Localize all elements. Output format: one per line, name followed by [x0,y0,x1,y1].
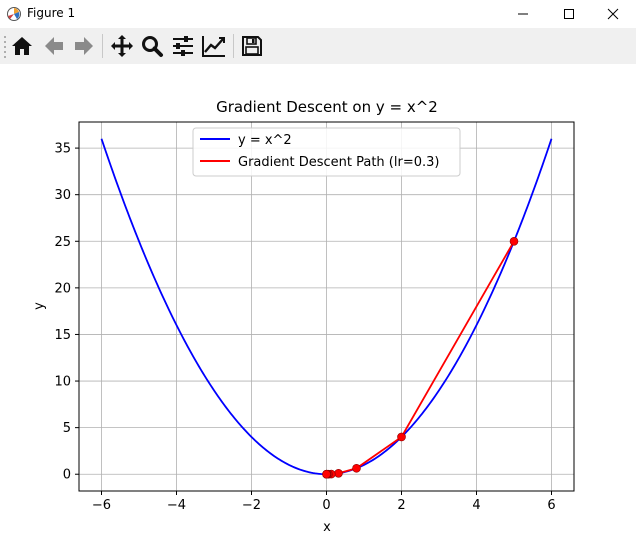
descent-point [397,432,406,442]
window-title: Figure 1 [27,6,76,20]
legend-label-curve: y = x^2 [238,133,292,148]
minimize-button[interactable] [500,0,546,28]
chart-title: Gradient Descent on y = x^2 [216,98,438,116]
x-axis-label: x [323,520,331,535]
save-button[interactable] [238,32,266,60]
y-tick-label: 20 [54,281,71,296]
y-tick-label: 0 [63,468,71,483]
figure-canvas[interactable]: Gradient Descent on y = x^2 −6 −4 −2 0 2 4 6 0 5… [0,64,636,542]
y-tick-label: 35 [54,142,71,157]
x-tick-label: 0 [322,498,330,513]
x-tick-label: 2 [397,498,405,513]
y-tick-label: 25 [54,235,71,250]
x-tick-label: 6 [547,498,555,513]
chart: Gradient Descent on y = x^2 −6 −4 −2 0 2 4 6 0 5… [0,64,636,542]
grid [79,122,574,491]
subplots-icon [173,36,193,56]
toolbar-separator [102,34,103,58]
forward-icon [75,37,93,55]
ticks: −6 −4 −2 0 2 4 6 0 5 10 15 20 25 30 35 [54,142,555,513]
x-tick-label: −4 [167,498,186,513]
curve-layer [100,138,553,479]
legend-label-path: Gradient Descent Path (lr=0.3) [238,155,439,170]
back-button[interactable] [40,32,68,60]
save-icon [242,36,262,56]
home-button[interactable] [8,32,36,60]
y-tick-label: 30 [54,188,71,203]
window-titlebar: Figure 1 [0,0,636,28]
pan-icon [111,35,133,57]
y-tick-label: 5 [63,421,71,436]
descent-point [334,468,343,478]
home-icon [12,37,32,55]
minimize-icon [518,13,528,15]
descent-point [509,236,519,246]
legend: y = x^2 Gradient Descent Path (lr=0.3) [192,127,461,177]
close-icon [607,8,619,20]
forward-button[interactable] [70,32,98,60]
zoom-icon [142,36,163,57]
x-tick-label: −2 [242,498,261,513]
app-icon [7,7,21,21]
zoom-button[interactable] [138,32,166,60]
navigation-toolbar [0,28,636,64]
back-icon [45,37,63,55]
descent-point [352,463,361,473]
y-tick-label: 15 [54,328,71,343]
descent-point [322,469,331,479]
toolbar-separator [233,34,234,58]
maximize-button[interactable] [546,0,592,28]
close-button[interactable] [590,0,636,28]
pan-button[interactable] [108,32,136,60]
maximize-icon [564,9,574,19]
x-tick-label: 4 [472,498,480,513]
edit-curve-icon [202,36,225,57]
legend-box [192,127,461,177]
edit-curve-button[interactable] [200,32,228,60]
y-axis-label: y [32,302,47,310]
subplots-button[interactable] [169,32,197,60]
toolbar-grip[interactable] [3,34,7,58]
y-tick-label: 10 [54,375,71,390]
x-tick-label: −6 [92,498,111,513]
